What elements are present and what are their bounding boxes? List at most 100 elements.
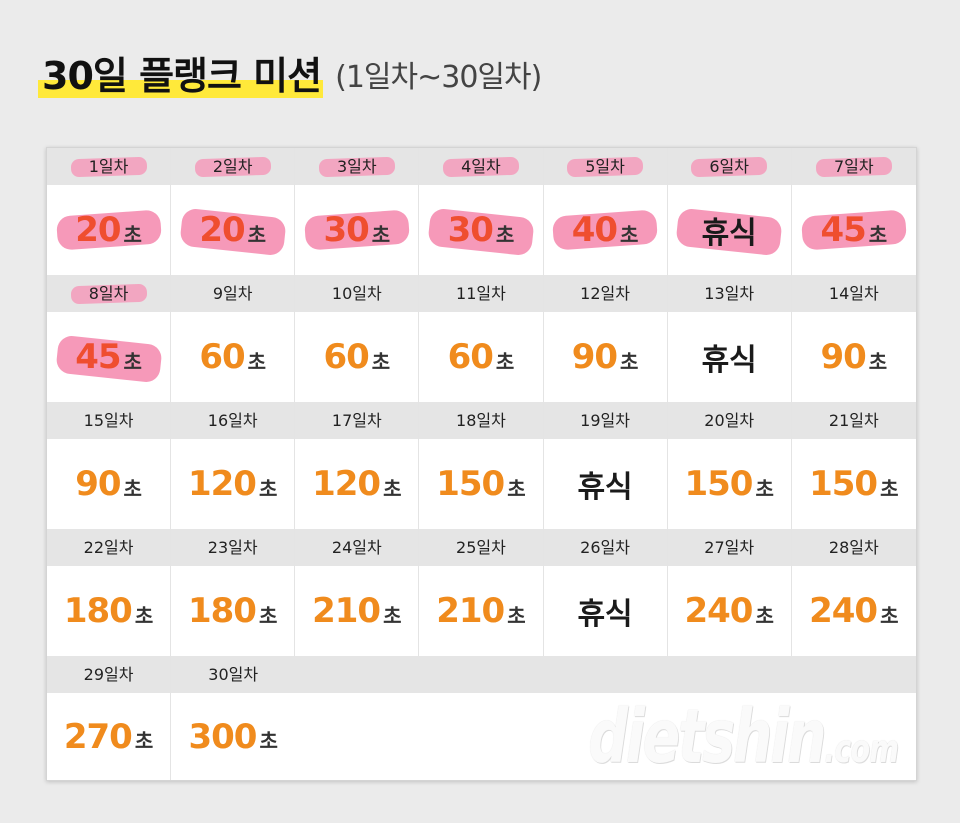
day-cell: 19일차 휴식 xyxy=(543,402,668,529)
seconds-unit: 초 xyxy=(371,222,391,247)
day-label: 3일차 xyxy=(295,148,419,185)
day-cell: 23일차 180 초 xyxy=(171,529,296,656)
seconds-value: 180 xyxy=(63,591,133,631)
day-label: 8일차 xyxy=(47,275,171,312)
seconds-unit: 초 xyxy=(495,349,515,374)
seconds-value: 300 xyxy=(188,716,257,757)
day-cell: 16일차 120 초 xyxy=(171,402,296,529)
day-cell: 20일차 150 초 xyxy=(667,402,792,529)
day-label: 4일차 xyxy=(419,148,543,185)
empty-header xyxy=(295,656,916,693)
seconds-value: 240 xyxy=(809,591,878,631)
seconds-value: 150 xyxy=(436,464,505,504)
day-value: 30 초 xyxy=(419,185,542,275)
day-label: 12일차 xyxy=(543,275,667,312)
seconds-unit: 초 xyxy=(620,222,639,247)
seconds-value: 20 xyxy=(199,210,245,250)
seconds-value: 150 xyxy=(684,464,753,504)
day-label: 25일차 xyxy=(419,529,543,566)
seconds-unit: 초 xyxy=(258,476,278,501)
day-cell: 4일차 30 초 xyxy=(419,148,544,275)
day-cell: 8일차 45 초 xyxy=(47,275,172,402)
day-label: 17일차 xyxy=(295,402,419,439)
day-value: 150 초 xyxy=(668,439,791,529)
seconds-unit: 초 xyxy=(259,729,278,753)
seconds-value: 270 xyxy=(63,716,133,757)
day-value: 휴식 xyxy=(544,439,667,529)
day-value: 휴식 xyxy=(668,185,791,275)
seconds-value: 30 xyxy=(323,210,369,250)
day-label: 5일차 xyxy=(543,148,667,185)
day-label: 28일차 xyxy=(791,529,916,566)
day-label: 9일차 xyxy=(171,275,295,312)
seconds-value: 210 xyxy=(436,591,505,631)
day-label: 7일차 xyxy=(791,148,916,185)
day-label: 11일차 xyxy=(419,275,543,312)
day-value: 45 초 xyxy=(792,185,916,275)
day-value: 180 초 xyxy=(47,566,170,656)
day-cell: 6일차 휴식 xyxy=(667,148,792,275)
day-cell: 9일차 60 초 xyxy=(171,275,296,402)
seconds-value: 20 xyxy=(75,210,121,250)
seconds-unit: 초 xyxy=(868,222,888,247)
day-value: 휴식 xyxy=(668,312,791,402)
page-title: 30일 플랭크 미션 xyxy=(37,48,324,104)
seconds-unit: 초 xyxy=(755,603,774,628)
day-value: 120 초 xyxy=(171,439,294,529)
day-cell: 3일차 30 초 xyxy=(295,148,420,275)
day-label: 30일차 xyxy=(171,656,296,693)
seconds-value: 60 xyxy=(447,337,494,377)
day-cell: 30일차 300 초 xyxy=(171,656,296,780)
day-cell: 21일차 150 초 xyxy=(791,402,916,529)
week-row: 22일차 180 초 23일차 180 초 24일차 210 초 25일차 210 초 26일차 휴식 27… xyxy=(47,529,916,656)
day-label: 10일차 xyxy=(295,275,419,312)
seconds-unit: 초 xyxy=(383,476,402,501)
day-value: 270 초 xyxy=(47,693,170,780)
day-value: 150 초 xyxy=(792,439,916,529)
day-value: 60 초 xyxy=(419,312,542,402)
day-label: 20일차 xyxy=(667,402,791,439)
watermark-logo: dietshin.com xyxy=(587,694,899,780)
seconds-unit: 초 xyxy=(123,349,142,374)
seconds-value: 90 xyxy=(571,337,618,377)
day-cell: 7일차 45 초 xyxy=(791,148,916,275)
day-cell: 10일차 60 초 xyxy=(295,275,420,402)
seconds-value: 210 xyxy=(312,591,381,631)
day-label: 19일차 xyxy=(543,402,667,439)
day-value: 90 초 xyxy=(47,439,170,529)
day-cell: 5일차 40 초 xyxy=(543,148,668,275)
day-label: 27일차 xyxy=(667,529,791,566)
day-value: 210 초 xyxy=(295,566,418,656)
day-cell: 26일차 휴식 xyxy=(543,529,668,656)
day-label: 1일차 xyxy=(47,148,171,185)
seconds-unit: 초 xyxy=(755,476,774,501)
day-value: 210 초 xyxy=(419,566,542,656)
day-value: 90 초 xyxy=(792,312,916,402)
seconds-unit: 초 xyxy=(123,476,142,501)
seconds-unit: 초 xyxy=(258,603,278,628)
seconds-unit: 초 xyxy=(383,603,402,628)
seconds-unit: 초 xyxy=(134,603,154,628)
seconds-value: 240 xyxy=(684,591,753,631)
day-label: 22일차 xyxy=(47,529,171,566)
seconds-unit: 초 xyxy=(123,222,142,247)
day-cell: 25일차 210 초 xyxy=(419,529,544,656)
seconds-value: 45 xyxy=(820,210,866,250)
rest-label: 휴식 xyxy=(701,343,757,378)
day-cell: 28일차 240 초 xyxy=(791,529,916,656)
day-value: 45 초 xyxy=(47,312,170,402)
rest-label: 휴식 xyxy=(577,597,633,632)
title: 30일 플랭크 미션 (1일차~30일차) xyxy=(37,44,542,104)
day-value: 300 초 xyxy=(171,693,295,780)
day-cell: 14일차 90 초 xyxy=(791,275,916,402)
seconds-unit: 초 xyxy=(495,222,515,247)
seconds-unit: 초 xyxy=(134,729,154,753)
seconds-value: 90 xyxy=(820,337,866,377)
seconds-unit: 초 xyxy=(247,349,267,374)
seconds-unit: 초 xyxy=(247,222,267,247)
mission-table: 1일차 20 초 2일차 20 초 3일차 30 초 4일차 30 초 5일차 40 초 6일차 휴식 7일차 45… xyxy=(46,147,917,781)
seconds-unit: 초 xyxy=(620,349,639,374)
day-value: 30 초 xyxy=(295,185,418,275)
seconds-value: 120 xyxy=(312,464,381,504)
day-value: 20 초 xyxy=(47,185,170,275)
